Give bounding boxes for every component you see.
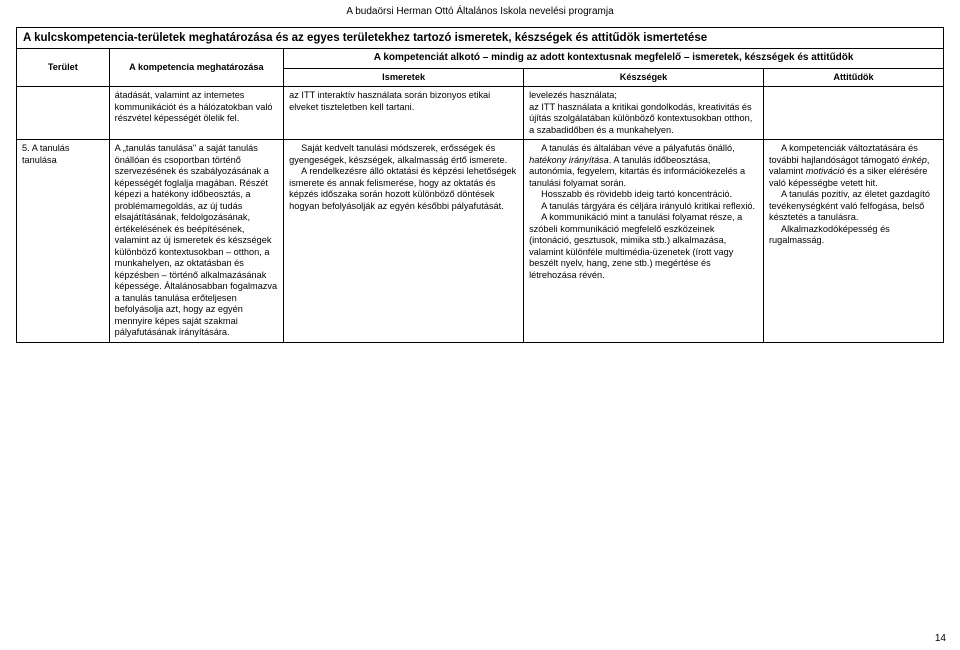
em-text: motiváció	[806, 166, 845, 176]
kesz-p2: Hosszabb és rövidebb ideig tartó koncent…	[529, 189, 758, 201]
cell-att-2: A kompetenciák változtatására és további…	[764, 140, 944, 343]
page-number: 14	[935, 633, 946, 644]
col-header-super: A kompetenciát alkotó – mindig az adott …	[284, 49, 944, 69]
competency-table: Terület A kompetencia meghatározása A ko…	[16, 48, 944, 343]
table-row: 5. A tanulás tanulása A „tanulás tanulás…	[17, 140, 944, 343]
col-header-terulet: Terület	[17, 49, 110, 87]
kesz-p4: A kommunikáció mint a tanulási folyamat …	[529, 212, 758, 281]
col-header-attitudok: Attitűdök	[764, 68, 944, 87]
cell-komp-2: A „tanulás tanulása" a saját tanulás öná…	[109, 140, 283, 343]
cell-kesz-1: levelezés használata; az ITT használata …	[524, 87, 764, 140]
table-row: átadását, valamint az internetes kommuni…	[17, 87, 944, 140]
em-text: hatékony irányítása	[529, 155, 609, 165]
text: A tanulás és általában véve a pályafutás…	[541, 143, 735, 153]
att-p2: A tanulás pozitív, az életet gazdagító t…	[769, 189, 938, 224]
page-header: A budaörsi Herman Ottó Általános Iskola …	[16, 0, 944, 27]
cell-kesz-2: A tanulás és általában véve a pályafutás…	[524, 140, 764, 343]
col-header-keszsegek: Készségek	[524, 68, 764, 87]
cell-att-1	[764, 87, 944, 140]
ism-p2: A rendelkezésre álló oktatási és képzési…	[289, 166, 518, 212]
text: A kompetenciák változtatására és további…	[769, 143, 918, 165]
cell-terulet-1	[17, 87, 110, 140]
att-p3: Alkalmazkodóképesség és rugalmasság.	[769, 224, 938, 247]
cell-komp-1: átadását, valamint az internetes kommuni…	[109, 87, 283, 140]
cell-ism-1: az ITT interaktív használata során bizon…	[284, 87, 524, 140]
table-title: A kulcskompetencia-területek meghatározá…	[16, 27, 944, 48]
em-text: énkép	[902, 155, 927, 165]
att-p1: A kompetenciák változtatására és további…	[769, 143, 938, 189]
ism-p1: Saját kedvelt tanulási módszerek, erőssé…	[289, 143, 518, 166]
col-header-komp: A kompetencia meghatározása	[109, 49, 283, 87]
kesz-p3: A tanulás tárgyára és céljára irányuló k…	[529, 201, 758, 213]
page-wrapper: A budaörsi Herman Ottó Általános Iskola …	[0, 0, 960, 343]
table-header-row-1: Terület A kompetencia meghatározása A ko…	[17, 49, 944, 69]
kesz-p1: A tanulás és általában véve a pályafutás…	[529, 143, 758, 189]
col-header-ismeretek: Ismeretek	[284, 68, 524, 87]
cell-terulet-2: 5. A tanulás tanulása	[17, 140, 110, 343]
cell-ism-2: Saját kedvelt tanulási módszerek, erőssé…	[284, 140, 524, 343]
